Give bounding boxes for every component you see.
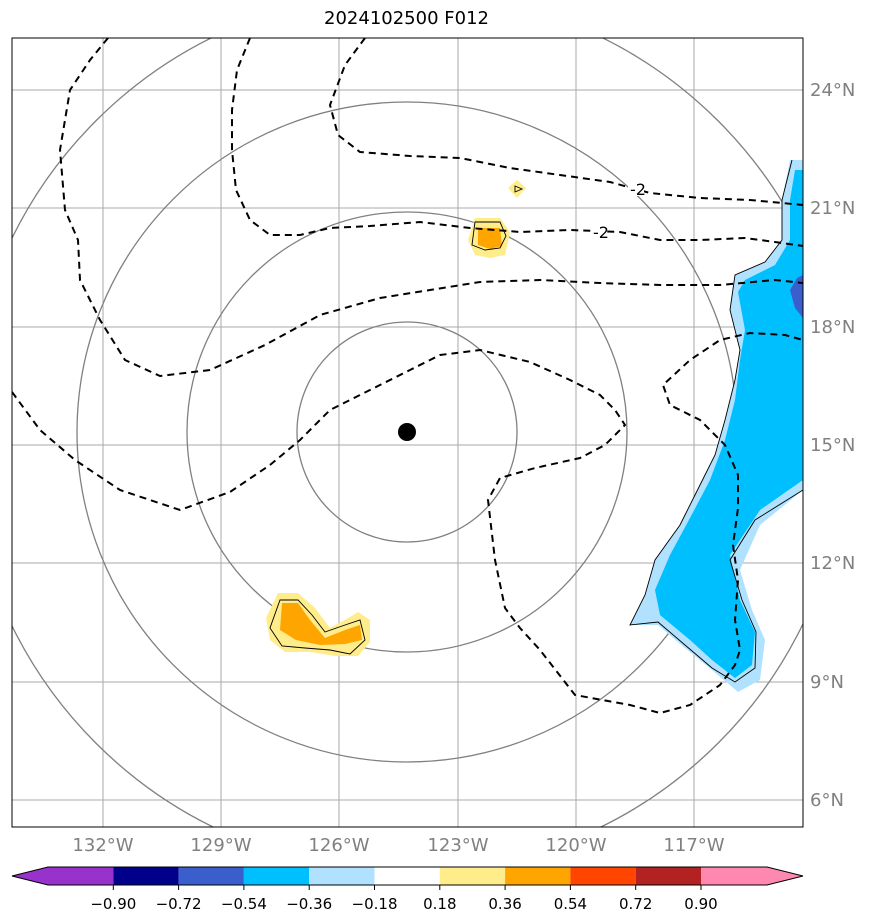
contour-label-1: -2 — [630, 180, 646, 199]
colorbar-tick-label: 0.36 — [488, 895, 521, 913]
lat-label-18: 18°N — [810, 317, 855, 338]
colorbar-segment-8 — [505, 867, 571, 885]
colorbar-tick-label: 0.18 — [423, 895, 456, 913]
negative-shading — [630, 160, 803, 692]
colorbar-tick-label: −0.18 — [352, 895, 398, 913]
contour-4 — [328, 38, 803, 206]
range-ring-4 — [12, 38, 803, 827]
colorbar-tick-label: −0.90 — [90, 895, 136, 913]
colorbar-segment-4 — [243, 867, 310, 885]
dashed-contours — [12, 38, 803, 715]
storm-center-marker — [398, 423, 416, 441]
range-ring-2 — [186, 211, 628, 653]
shading-outlines — [269, 159, 803, 683]
colorbar-tick-label: −0.36 — [286, 895, 332, 913]
colorbar-tick-label: 0.54 — [554, 895, 587, 913]
contour-3 — [231, 38, 803, 247]
colorbar-outline — [11, 866, 804, 886]
lat-label-21: 21°N — [810, 198, 855, 219]
lat-label-6: 6°N — [810, 790, 844, 811]
map-title: 2024102500 F012 — [324, 8, 489, 29]
colorbar-segment-10 — [635, 867, 701, 885]
outline-southwest — [269, 599, 366, 655]
shade-orange-patch-southwest — [280, 603, 362, 645]
colorbar-segment-11 — [701, 867, 767, 885]
lat-label-24: 24°N — [810, 80, 855, 101]
gridlines — [12, 38, 803, 827]
colorbar-segment-7 — [439, 867, 506, 885]
colorbar-segment-6 — [374, 867, 440, 885]
colorbar-extend-high — [767, 867, 803, 885]
lon-label-132: 132°W — [72, 835, 133, 856]
lat-label-15: 15°N — [810, 435, 855, 456]
colorbar: −0.90 −0.72 −0.54 −0.36 −0.18 0.18 0.36 … — [11, 866, 804, 913]
lon-label-120: 120°W — [545, 835, 606, 856]
range-rings — [12, 38, 803, 827]
colorbar-tick-label: 0.90 — [684, 895, 717, 913]
latitude-labels: 24°N 21°N 18°N 15°N 12°N 9°N 6°N — [810, 80, 855, 811]
colorbar-tick-label: −0.54 — [221, 895, 267, 913]
colorbar-ticks — [112, 885, 702, 890]
lon-label-123: 123°W — [427, 835, 488, 856]
colorbar-tick-label: 0.72 — [619, 895, 652, 913]
colorbar-segment-3 — [178, 867, 244, 885]
range-ring-1 — [296, 321, 518, 543]
outline-blue-band — [629, 159, 803, 683]
colorbar-segment-9 — [570, 867, 636, 885]
colorbar-segment-2 — [113, 867, 179, 885]
colorbar-extend-low — [12, 867, 48, 885]
outline-north — [471, 221, 507, 251]
colorbar-tick-labels: −0.90 −0.72 −0.54 −0.36 −0.18 0.18 0.36 … — [90, 895, 717, 913]
contour-1 — [12, 331, 803, 715]
shade-orange-patch-north — [478, 228, 502, 249]
lon-label-129: 129°W — [190, 835, 251, 856]
colorbar-segment-1 — [48, 867, 114, 885]
colorbar-tick-label: −0.72 — [156, 895, 202, 913]
lat-label-9: 9°N — [810, 672, 844, 693]
map-frame — [11, 37, 804, 828]
contour-2 — [58, 38, 803, 378]
outline-small — [514, 185, 524, 193]
longitude-labels: 132°W 129°W 126°W 123°W 120°W 117°W — [72, 835, 724, 856]
positive-shading — [266, 180, 526, 656]
lat-label-12: 12°N — [810, 553, 855, 574]
shade-blue-band — [655, 170, 803, 678]
shade-dark-blue-patch — [790, 275, 803, 318]
contour-label-2: -2 — [593, 223, 609, 242]
shade-yellow-patch-small — [508, 180, 526, 198]
colorbar-segment-5 — [309, 867, 375, 885]
lon-label-117: 117°W — [663, 835, 724, 856]
lon-label-126: 126°W — [308, 835, 369, 856]
